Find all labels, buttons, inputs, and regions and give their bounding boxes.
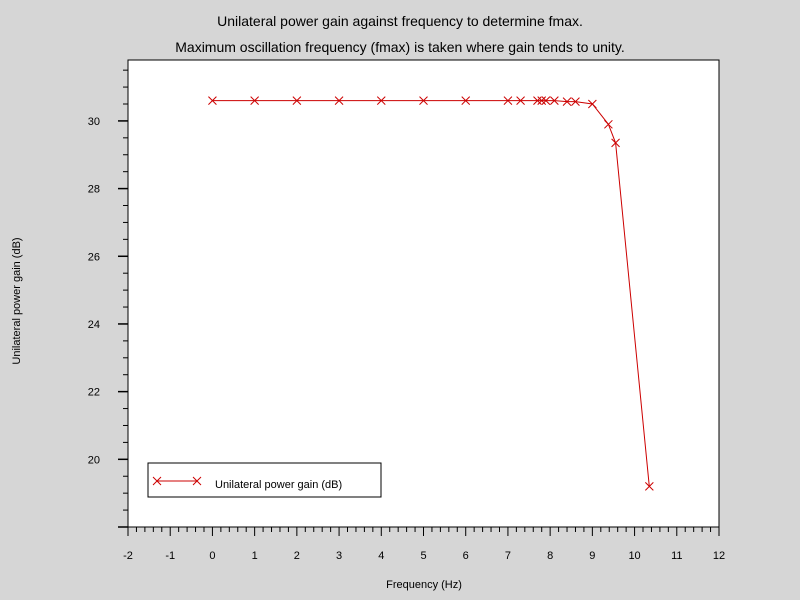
- x-axis-label: Frequency (Hz): [386, 579, 462, 591]
- data-point: [419, 96, 428, 105]
- marker-stroke: [537, 96, 547, 105]
- data-point: [250, 96, 259, 105]
- marker-stroke: [419, 96, 428, 105]
- data-point: [571, 97, 580, 106]
- marker-stroke: [292, 96, 302, 105]
- marker-stroke: [611, 138, 620, 148]
- marker-stroke: [208, 96, 217, 105]
- data-point: [588, 99, 597, 109]
- x-tick-label: 11: [671, 550, 682, 562]
- chart-subtitle: Maximum oscillation frequency (fmax) is …: [175, 39, 625, 55]
- y-tick-label: 24: [88, 319, 100, 331]
- data-point: [292, 96, 302, 105]
- legend-marker-x-icon: [152, 476, 202, 486]
- y-tick-label: 28: [88, 184, 100, 196]
- legend-label: Unilateral power gain (dB): [215, 479, 342, 491]
- x-tick-label: 9: [589, 550, 595, 562]
- x-tick-label: -2: [123, 550, 133, 562]
- data-point: [461, 96, 471, 105]
- data-point: [516, 96, 525, 105]
- x-tick-label: 4: [378, 550, 384, 562]
- y-tick-label: 20: [88, 454, 100, 466]
- data-point: [604, 119, 613, 129]
- marker-stroke: [644, 482, 654, 491]
- data-point: [562, 97, 572, 106]
- marker-stroke: [516, 96, 525, 105]
- x-tick-label: 5: [420, 550, 426, 562]
- y-tick-label: 30: [88, 116, 100, 128]
- marker-stroke: [533, 96, 542, 105]
- marker-stroke: [588, 99, 597, 109]
- x-tick-label: 1: [252, 550, 258, 562]
- x-tick-label: 7: [505, 550, 511, 562]
- data-point: [503, 96, 513, 105]
- marker-stroke: [376, 96, 386, 105]
- x-tick-label: 6: [463, 550, 469, 562]
- legend: Unilateral power gain (dB): [147, 462, 382, 498]
- data-point: [550, 96, 559, 105]
- x-tick-label: 2: [294, 550, 300, 562]
- x-tick-label: 0: [209, 550, 215, 562]
- x-tick-label: -1: [165, 550, 175, 562]
- chart-title: Unilateral power gain against frequency …: [217, 13, 583, 29]
- data-point: [611, 138, 620, 148]
- x-tick-label: 12: [713, 550, 725, 562]
- marker-stroke: [503, 96, 513, 105]
- x-tick-label: 3: [336, 550, 342, 562]
- data-point: [537, 96, 547, 105]
- x-axis: -2 -1 0 1 2 3 4 5 6 7 8 9 10 11 12: [123, 527, 725, 562]
- series-layer: [208, 96, 654, 491]
- marker-stroke: [334, 96, 344, 105]
- marker-stroke: [250, 96, 259, 105]
- marker-stroke: [550, 96, 559, 105]
- x-tick-label: 10: [628, 550, 640, 562]
- y-tick-label: 26: [88, 251, 100, 263]
- data-point: [533, 96, 542, 105]
- data-point: [376, 96, 386, 105]
- x-tick-label: 8: [547, 550, 553, 562]
- data-point: [541, 96, 551, 105]
- y-axis: 20 22 24 26 28 30: [88, 69, 128, 528]
- y-axis-label: Unilateral power gain (dB): [11, 237, 23, 364]
- plot-area: [127, 59, 720, 528]
- marker-stroke: [604, 119, 613, 129]
- marker-stroke: [571, 97, 580, 106]
- data-point: [644, 482, 654, 491]
- marker-stroke: [461, 96, 471, 105]
- y-tick-label: 22: [88, 387, 100, 399]
- data-point: [334, 96, 344, 105]
- marker-stroke: [541, 96, 551, 105]
- data-point: [208, 96, 217, 105]
- legend-box: [147, 462, 382, 498]
- marker-stroke: [562, 97, 572, 106]
